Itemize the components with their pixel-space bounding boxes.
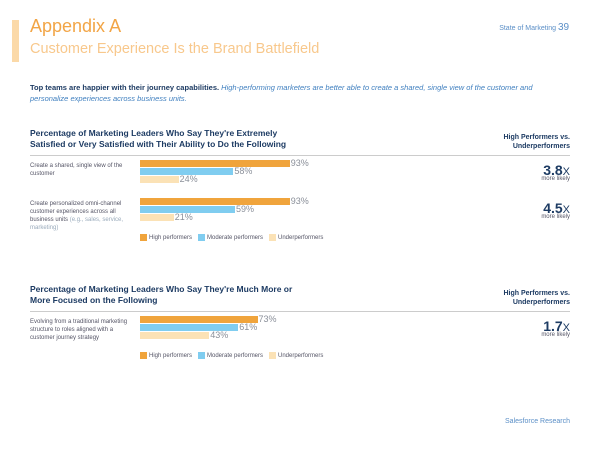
ratio: 1.7X: [510, 318, 570, 334]
bar: [140, 324, 239, 331]
ratio-unit: X: [562, 166, 570, 178]
legend-swatch: [269, 234, 276, 241]
intro-lead: Top teams are happier with their journey…: [30, 83, 220, 92]
intro: Top teams are happier with their journey…: [30, 82, 550, 104]
category-note: (e.g., sales, service, marketing): [30, 217, 124, 231]
legend-label: Moderate performers: [207, 353, 264, 359]
value-label: 58%: [234, 166, 253, 176]
category-label: Evolving from a traditional marketing st…: [30, 318, 130, 342]
comparison-label: High Performers vs. Underperformers: [503, 134, 570, 150]
page-subtitle: Customer Experience Is the Brand Battlef…: [30, 41, 320, 57]
value-label: 93%: [290, 158, 309, 168]
legend-label: Underperformers: [278, 235, 324, 241]
ratio-unit: X: [562, 204, 570, 216]
category-text: Evolving from a traditional marketing st…: [30, 319, 128, 341]
divider: [30, 311, 570, 312]
legend-swatch: [198, 352, 205, 359]
legend-label: High performers: [149, 353, 193, 359]
legend-label: High performers: [149, 235, 193, 241]
legend-swatch: [198, 234, 205, 241]
value-label: 59%: [235, 204, 254, 214]
legend-swatch: [269, 352, 276, 359]
ratio-unit: X: [562, 322, 570, 334]
value-label: 61%: [239, 322, 258, 332]
bar: [140, 168, 234, 175]
ratio-caption: more likely: [541, 214, 570, 220]
divider: [30, 155, 570, 156]
intro-text: High-performing marketers are better abl…: [30, 83, 533, 103]
ratio-value: 3.8: [543, 162, 563, 178]
legend-swatch: [140, 234, 147, 241]
page-number: 39: [558, 22, 570, 33]
ratio: 3.8X: [510, 162, 570, 178]
value-label: 93%: [290, 196, 309, 206]
comparison-label: High Performers vs. Underperformers: [503, 290, 570, 306]
ratio-caption: more likely: [541, 332, 570, 338]
category-text: Create a shared, single view of the cust…: [30, 163, 123, 177]
bar: [140, 198, 290, 205]
bar: [140, 206, 235, 213]
ratio-value: 4.5: [543, 200, 563, 216]
bar: [140, 214, 174, 221]
ratio-caption: more likely: [541, 176, 570, 182]
category-label: Create personalized omni-channel custome…: [30, 200, 130, 232]
bar: [140, 176, 179, 183]
page-title: Appendix A: [30, 16, 122, 36]
accent-bar: [12, 20, 19, 62]
bar: [140, 316, 258, 323]
footer-source: Salesforce Research: [505, 418, 570, 425]
chart-title: Percentage of Marketing Leaders Who Say …: [30, 128, 287, 149]
bar: [140, 332, 210, 339]
ratio-value: 1.7: [543, 318, 563, 334]
category-label: Create a shared, single view of the cust…: [30, 162, 130, 178]
legend-swatch: [140, 352, 147, 359]
chart-title: Percentage of Marketing Leaders Who Say …: [30, 284, 293, 305]
value-label: 21%: [174, 212, 193, 222]
category-text: Create personalized omni-channel custome…: [30, 201, 122, 223]
report-name: State of Marketing: [499, 25, 556, 32]
bar: [140, 160, 290, 167]
value-label: 24%: [179, 174, 198, 184]
legend-label: Moderate performers: [207, 235, 264, 241]
value-label: 43%: [210, 330, 229, 340]
value-label: 73%: [258, 314, 277, 324]
ratio: 4.5X: [510, 200, 570, 216]
legend-label: Underperformers: [278, 353, 324, 359]
